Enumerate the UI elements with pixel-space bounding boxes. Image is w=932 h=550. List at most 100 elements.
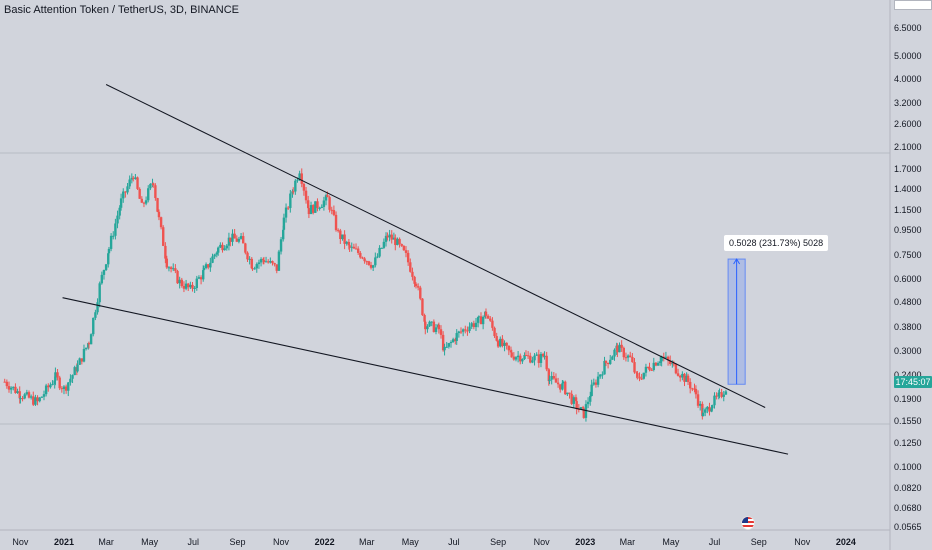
candle-body — [570, 393, 573, 404]
candle-body — [686, 375, 690, 382]
candle-body — [94, 312, 97, 318]
candle-body — [23, 394, 26, 399]
time-tick-label: Sep — [229, 537, 246, 547]
candle-body — [291, 191, 294, 194]
candle-body — [596, 376, 600, 385]
candle-body — [386, 235, 389, 238]
candle-body — [660, 356, 663, 362]
candle-body — [281, 229, 285, 240]
candle-body — [213, 254, 216, 257]
candle-body — [363, 258, 366, 262]
candle-body — [21, 398, 24, 400]
candle-body — [149, 184, 152, 189]
time-tick-label: Mar — [619, 537, 636, 547]
candle-body — [142, 202, 146, 204]
candle-body — [472, 323, 476, 328]
candle-body — [629, 355, 632, 358]
candle-body — [421, 298, 424, 316]
candle-body — [428, 321, 431, 327]
candle-body — [221, 244, 224, 251]
us-flag-icon[interactable] — [741, 516, 755, 530]
candle-body — [367, 261, 371, 265]
time-tick-label: Nov — [794, 537, 811, 547]
candle-body — [250, 258, 253, 269]
candle-body — [87, 343, 91, 345]
candle-body — [581, 407, 585, 409]
candle-body — [144, 200, 148, 204]
time-tick-label: Jul — [448, 537, 460, 547]
price-tick-label: 0.1550 — [894, 415, 922, 426]
candle-body — [533, 355, 536, 361]
candle-body — [426, 326, 429, 330]
candle-body — [666, 356, 670, 361]
candle-body — [676, 373, 680, 376]
candle-body — [217, 247, 220, 253]
candle-body — [599, 374, 602, 377]
candle-body — [689, 381, 692, 389]
candle-body — [269, 261, 272, 263]
candle-body — [359, 252, 362, 258]
candle-body — [451, 339, 455, 343]
candle-body — [566, 392, 569, 395]
candle-body — [662, 356, 665, 358]
price-axis[interactable]: 6.5000 5.0000 4.0000 3.2000 2.6000 2.1000 1.70… — [890, 0, 932, 550]
candle-body — [561, 381, 565, 384]
candle-body — [671, 363, 674, 365]
candle-body — [468, 326, 471, 331]
candle-body — [302, 183, 306, 191]
candle-body — [631, 357, 634, 363]
candle-body — [289, 193, 292, 208]
price-tick-label: 2.6000 — [894, 119, 922, 130]
time-tick-label: Jul — [708, 537, 721, 547]
candle-body — [296, 179, 299, 181]
candle-body — [486, 315, 490, 319]
candle-body — [529, 355, 532, 363]
candle-body — [25, 392, 29, 395]
candle-body — [157, 211, 161, 218]
candle-body — [180, 279, 183, 286]
candle-body — [242, 236, 245, 244]
candle-body — [717, 392, 720, 397]
candle-body — [543, 355, 546, 357]
candle-body — [669, 360, 672, 364]
candle-body — [708, 406, 711, 412]
candle-body — [341, 234, 344, 240]
candle-body — [167, 267, 171, 269]
candle-body — [457, 331, 461, 334]
candle-body — [613, 349, 616, 357]
candle-body — [356, 248, 360, 253]
candle-body — [271, 261, 274, 264]
time-tick-label: May — [662, 537, 680, 547]
candle-body — [318, 208, 321, 210]
time-tick-label: 2024 — [835, 537, 856, 547]
time-tick-label: Nov — [533, 537, 550, 547]
candle-body — [229, 237, 232, 242]
candle-body — [134, 177, 137, 179]
candle-body — [611, 356, 614, 360]
candle-body — [147, 188, 150, 201]
candle-body — [187, 283, 190, 288]
candle-body — [592, 382, 596, 385]
price-tick-label: 0.3800 — [894, 321, 922, 332]
candle-body — [701, 412, 705, 417]
candle-body — [294, 180, 297, 192]
candle-body — [574, 397, 578, 402]
candle-body — [696, 394, 700, 406]
price-tick-label: 1.4000 — [894, 184, 922, 195]
candle-body — [561, 383, 564, 390]
candle-body — [552, 376, 556, 379]
candle-body — [156, 198, 159, 212]
candle-body — [409, 262, 412, 272]
price-tick-label: 4.0000 — [894, 74, 922, 85]
candle-body — [503, 342, 506, 346]
candle-body — [404, 250, 408, 253]
candle-body — [320, 206, 323, 209]
candle-body — [316, 201, 319, 209]
candle-body — [594, 382, 598, 385]
candle-body — [197, 277, 201, 279]
candle-body — [470, 323, 473, 327]
candle-body — [413, 276, 416, 284]
candle-body — [512, 356, 516, 360]
